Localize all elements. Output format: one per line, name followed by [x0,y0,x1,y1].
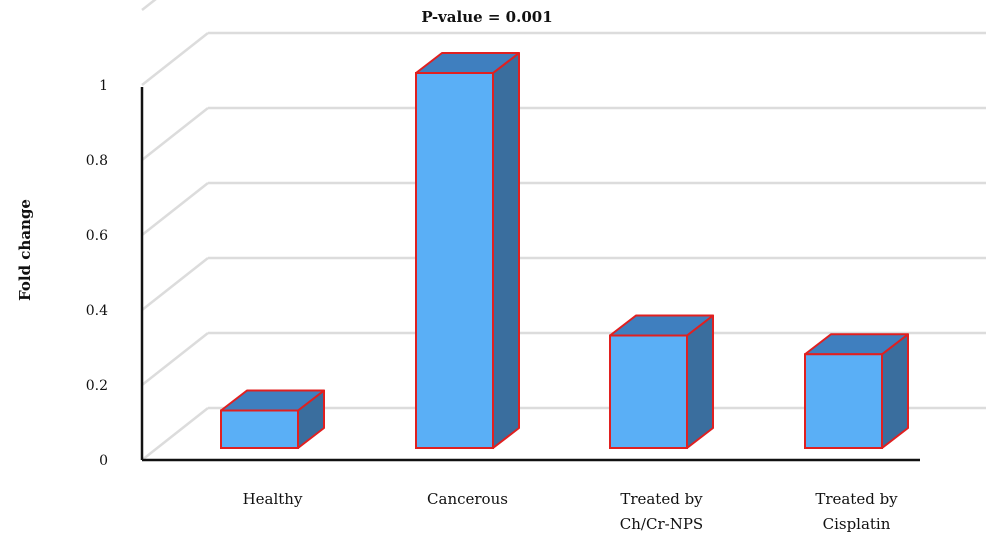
y-tick-label: 0.2 [86,378,108,394]
y-tick-label: 0.8 [86,153,108,169]
bar-side-face [686,314,714,449]
grid-line-diagonal [141,182,209,236]
bar-front-face [609,334,688,449]
grid-line-diagonal [141,107,209,161]
y-tick-label: 0.6 [86,228,108,244]
grid-line-diagonal [141,407,209,461]
grid-lines [141,0,986,461]
bar [415,52,520,449]
y-tick-label: 0.4 [86,303,108,319]
category-label: Cisplatin [823,515,891,533]
chart-title: P-value = 0.001 [421,8,552,26]
grid-line-diagonal [141,32,209,86]
category-label: Treated by [620,490,703,508]
y-tick-labels: 0 0.2 0.4 0.6 0.8 1 [86,78,108,469]
bar-side-face [492,52,520,449]
bar-front-face [220,409,299,449]
axes [140,87,920,462]
y-axis-label: Fold change [16,199,34,301]
grid-line-diagonal [141,0,157,11]
bar [609,314,714,449]
category-label: Cancerous [427,490,508,508]
category-label: Healthy [243,490,303,508]
y-tick-label: 0 [99,453,108,469]
bar [804,333,909,449]
y-tick-label: 1 [99,78,108,94]
grid-line-diagonal [141,332,209,386]
category-label: Ch/Cr-NPS [620,515,703,533]
category-labels: Healthy Cancerous Treated by Ch/Cr-NPS Treat… [243,490,899,533]
bars [220,52,909,449]
category-label: Treated by [815,490,898,508]
bar [220,389,325,449]
grid-line-diagonal [141,257,209,311]
bar-front-face [415,72,494,449]
bar-front-face [804,353,883,449]
